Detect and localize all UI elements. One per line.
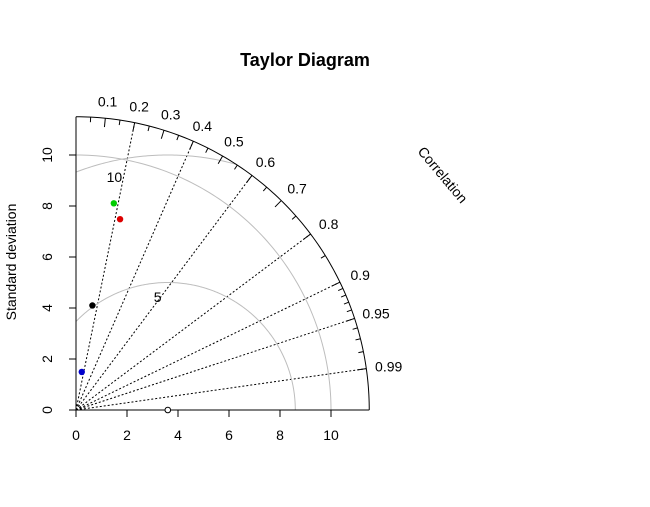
correlation-tick — [118, 119, 121, 126]
y-tick-label: 2 — [39, 355, 55, 363]
correlation-tick — [103, 118, 106, 128]
correlation-tick-label: 0.6 — [256, 154, 276, 170]
correlation-ray — [75, 281, 341, 411]
correlation-tick-label: 0.5 — [224, 134, 244, 150]
rms-arc — [76, 154, 237, 173]
correlation-ray — [75, 122, 136, 411]
rms-arc-label: 5 — [154, 289, 162, 305]
correlation-tick-label: 0.99 — [375, 358, 402, 374]
correlation-ray — [75, 368, 367, 411]
correlation-tick — [320, 255, 326, 259]
correlation-tick — [358, 351, 364, 354]
correlation-tick-label: 0.1 — [98, 94, 118, 110]
rms-arc-label: 10 — [107, 169, 123, 185]
x-tick-label: 10 — [323, 427, 339, 443]
x-tick-label: 0 — [72, 427, 80, 443]
correlation-tick — [340, 294, 346, 298]
correlation-tick-label: 0.8 — [319, 216, 339, 232]
outer-arc — [75, 116, 370, 411]
correlation-tick — [346, 309, 352, 313]
chart-title: Taylor Diagram — [240, 50, 370, 70]
correlation-tick-label: 0.2 — [129, 98, 149, 114]
correlation-tick — [205, 147, 209, 153]
correlation-tick — [331, 281, 341, 287]
y-tick-label: 8 — [39, 202, 55, 210]
correlation-tick — [234, 164, 238, 170]
correlation-tick-label: 0.95 — [362, 305, 389, 321]
correlation-tick — [343, 301, 349, 305]
correlation-tick — [147, 125, 150, 132]
x-tick-label: 8 — [276, 427, 284, 443]
correlation-tick — [355, 338, 361, 341]
correlation-tick — [246, 175, 253, 183]
correlation-tick-label: 0.3 — [161, 106, 181, 122]
correlation-ray — [75, 141, 194, 411]
model-point — [116, 215, 124, 223]
y-tick-label: 0 — [39, 406, 55, 414]
correlation-tick — [357, 368, 367, 371]
correlation-tick — [176, 135, 180, 141]
correlation-tick — [217, 155, 224, 165]
correlation-tick — [132, 122, 136, 132]
correlation-tick — [352, 327, 358, 330]
x-tick-label: 2 — [123, 427, 131, 443]
correlation-tick — [291, 215, 297, 220]
correlation-tick-label: 0.7 — [287, 181, 307, 197]
correlation-tick-label: 0.9 — [351, 267, 371, 283]
correlation-tick — [189, 141, 194, 150]
correlation-ray — [75, 317, 355, 411]
correlation-tick-label: 0.4 — [193, 118, 213, 134]
model-point — [78, 368, 85, 376]
y-tick-label: 6 — [39, 253, 55, 261]
model-point — [110, 200, 118, 207]
axes: 0 2 4 6 8 10 0 2 4 6 8 10 0.1 0.2 0.3 0.4 0.5 0.6 0.7 0.8 0.… — [39, 94, 403, 443]
correlation-ray — [75, 233, 311, 411]
x-tick-label: 4 — [174, 427, 182, 443]
grid-lines: 5 10 — [75, 122, 367, 411]
correlation-tick — [160, 130, 165, 139]
model-point — [89, 302, 96, 309]
correlation-axis-label: Correlation — [415, 143, 471, 206]
correlation-tick — [262, 186, 267, 192]
sd-arc — [75, 154, 332, 411]
y-axis-label: Standard deviation — [3, 204, 19, 321]
correlation-ray — [75, 175, 253, 411]
correlation-tick — [338, 287, 344, 291]
reference-point — [164, 406, 172, 414]
correlation-tick — [345, 317, 355, 322]
y-tick-label: 10 — [39, 147, 55, 163]
rms-arc — [75, 282, 296, 410]
y-tick-label: 4 — [39, 304, 55, 312]
correlation-tick — [303, 233, 311, 240]
x-tick-label: 6 — [225, 427, 233, 443]
data-points — [78, 200, 172, 414]
correlation-tick — [274, 200, 282, 208]
